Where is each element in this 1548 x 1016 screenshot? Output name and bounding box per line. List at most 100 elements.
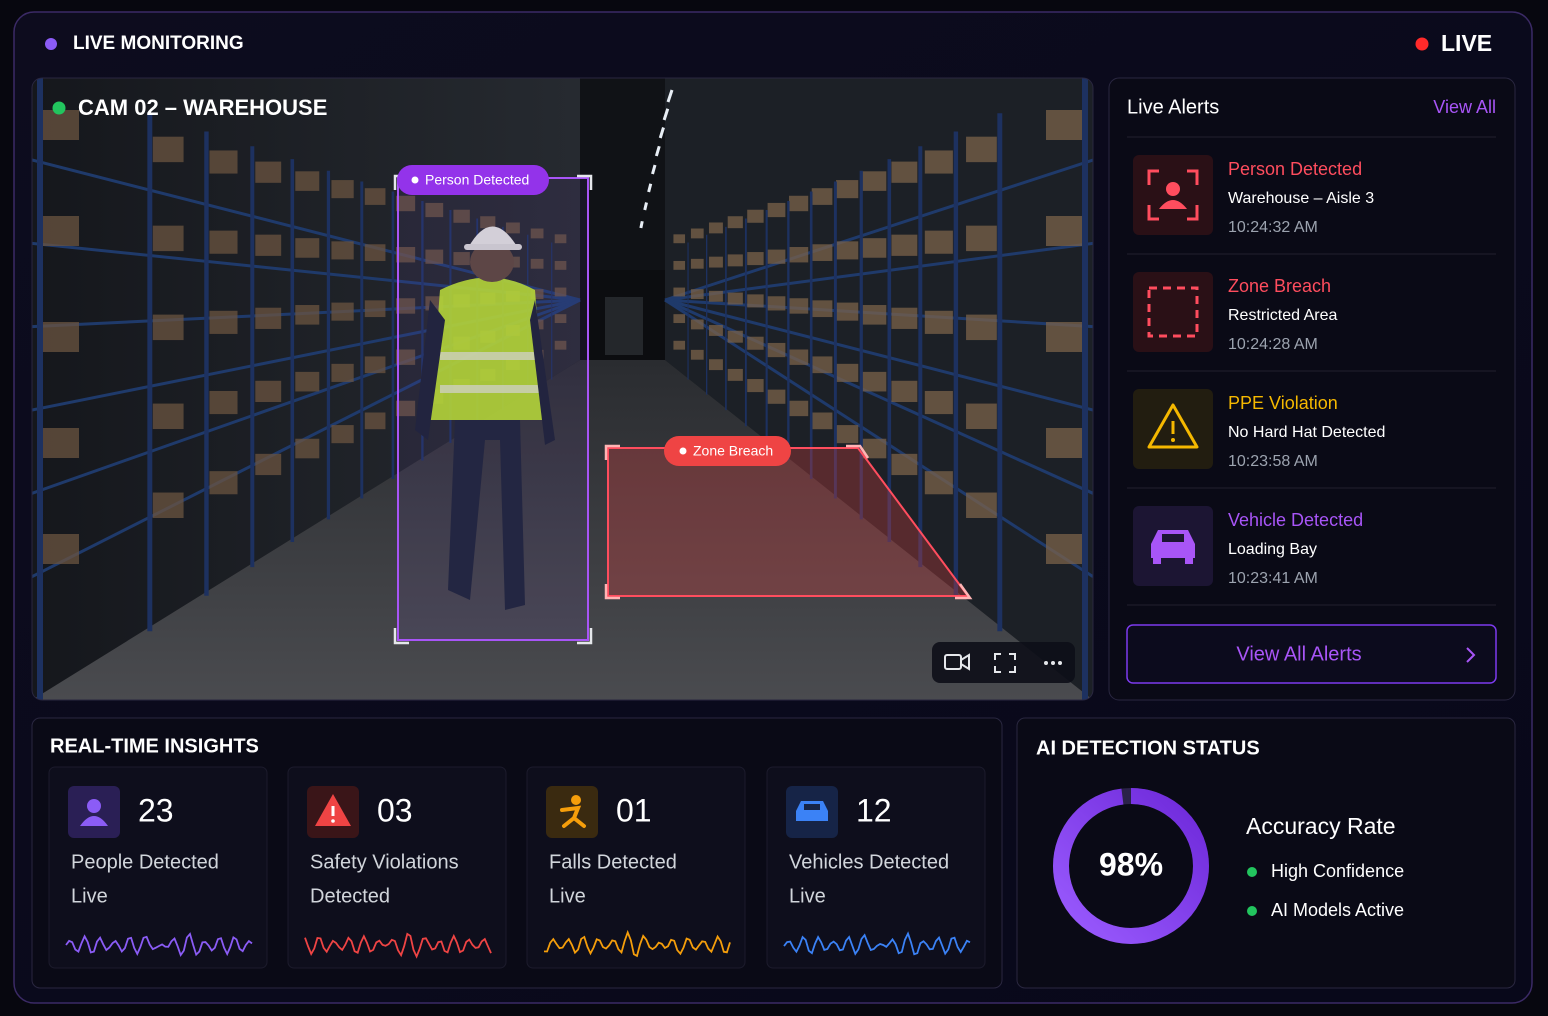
box <box>1046 428 1082 458</box>
box <box>747 294 764 308</box>
ceiling-light <box>654 145 661 157</box>
box <box>209 230 238 254</box>
zone-tag-label: Zone Breach <box>693 443 773 459</box>
alert-item[interactable]: PPE Violation No Hard Hat Detected 10:23:5… <box>1133 389 1385 470</box>
box <box>43 428 79 458</box>
box <box>891 161 918 183</box>
person-icon <box>1166 182 1180 196</box>
sparkline <box>543 929 731 958</box>
box <box>690 349 704 360</box>
box <box>708 222 723 234</box>
shelf-beam <box>664 298 1093 578</box>
alerts-title: Live Alerts <box>1127 96 1219 118</box>
box <box>364 300 386 318</box>
box <box>811 244 833 261</box>
alert-time: 10:23:58 AM <box>1228 453 1318 470</box>
box <box>789 195 809 212</box>
zone-icon <box>1147 286 1199 338</box>
box <box>364 188 386 205</box>
shelf-beam <box>664 158 1093 302</box>
box <box>891 234 918 256</box>
chevron <box>1466 647 1476 663</box>
record-button[interactable] <box>944 653 970 671</box>
worker-legs <box>448 420 525 610</box>
box <box>836 425 859 444</box>
box <box>425 202 444 218</box>
box <box>152 403 184 430</box>
ai-status-panel <box>1016 717 1516 989</box>
insight-sub: Live <box>789 885 826 907</box>
box <box>255 453 282 476</box>
people-icon <box>87 799 101 813</box>
box <box>708 256 723 268</box>
box <box>767 342 786 358</box>
alert-location: Restricted Area <box>1228 307 1337 324</box>
more-button[interactable] <box>1044 661 1062 665</box>
cam-dot <box>52 101 66 115</box>
worker <box>415 226 555 610</box>
box <box>747 336 764 350</box>
floor <box>32 360 1093 700</box>
alert-item[interactable]: Zone Breach Restricted Area 10:24:28 AM <box>1133 272 1337 353</box>
more-dot <box>1044 661 1048 665</box>
insight-label: People Detected <box>71 851 219 873</box>
live-dot <box>1415 37 1429 51</box>
camera-controls <box>932 642 1075 683</box>
view-all-alerts-button[interactable] <box>1126 624 1497 684</box>
box <box>789 400 809 417</box>
box <box>891 307 918 329</box>
insight-value: 12 <box>856 792 892 828</box>
box <box>811 300 833 318</box>
insight-sub: Live <box>71 885 108 907</box>
alert-location: Warehouse – Aisle 3 <box>1228 190 1374 207</box>
insight-label: Falls Detected <box>549 851 677 873</box>
box <box>747 252 764 266</box>
sparkline <box>65 932 253 957</box>
box <box>43 322 79 352</box>
box <box>924 310 953 334</box>
person-tag-label: Person Detected <box>425 172 529 188</box>
vehicle-icon <box>804 804 820 810</box>
alert-time: 10:24:32 AM <box>1228 219 1318 236</box>
header-title: LIVE MONITORING <box>73 33 244 54</box>
ceiling-light <box>666 89 674 103</box>
live-status: LIVE <box>1441 30 1492 56</box>
box <box>1046 110 1082 140</box>
ceiling-light <box>647 183 653 193</box>
fall-icon <box>560 805 586 828</box>
violation-icon <box>331 819 335 823</box>
box <box>364 412 386 430</box>
box <box>1046 534 1082 564</box>
accuracy-arc <box>1053 788 1209 944</box>
box <box>836 180 859 199</box>
worker-arm <box>415 300 445 440</box>
box <box>425 249 444 264</box>
box <box>295 438 320 459</box>
alert-item[interactable]: Vehicle Detected Loading Bay 10:23:41 AM <box>1133 506 1363 587</box>
box <box>43 534 79 564</box>
status-dot <box>45 38 57 50</box>
box <box>924 390 953 415</box>
shelf-beam <box>664 241 1093 302</box>
box <box>708 359 723 371</box>
view-all-link[interactable]: View All <box>1433 97 1496 117</box>
alert-item[interactable]: Person Detected Warehouse – Aisle 3 10:24:… <box>1133 155 1374 236</box>
box <box>505 222 520 234</box>
box <box>43 110 79 140</box>
box <box>255 161 282 183</box>
box <box>789 298 809 314</box>
box <box>789 247 809 263</box>
box <box>690 258 704 269</box>
box <box>767 296 786 311</box>
box <box>152 492 184 518</box>
box <box>530 258 544 269</box>
box <box>295 305 320 325</box>
box <box>966 403 997 430</box>
insight-label: Vehicles Detected <box>789 851 949 873</box>
box <box>747 379 764 393</box>
sparkline <box>304 932 492 959</box>
fullscreen-button[interactable] <box>994 653 1016 673</box>
box <box>554 234 567 244</box>
box <box>836 241 859 260</box>
